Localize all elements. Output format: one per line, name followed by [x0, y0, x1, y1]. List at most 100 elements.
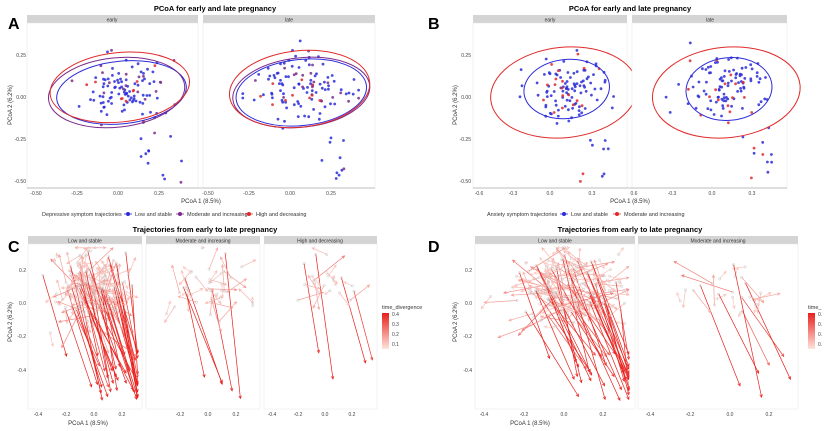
start-point: [100, 301, 104, 305]
trajectory-arrow: [563, 302, 585, 323]
arrow-head: [738, 313, 742, 318]
trajectory-arrow: [76, 309, 109, 397]
data-point: [554, 103, 558, 107]
data-point: [275, 72, 279, 75]
trajectory-arrow: [536, 265, 593, 376]
legend-title: time_divergence: [382, 305, 422, 311]
arrow-head: [201, 246, 206, 250]
start-point: [576, 259, 579, 263]
trajectory-arrow: [568, 285, 616, 354]
data-point: [135, 80, 139, 83]
trajectory-arrow: [182, 266, 192, 273]
data-point: [136, 62, 140, 66]
data-point: [739, 87, 742, 90]
data-point: [117, 81, 120, 84]
data-point: [330, 74, 334, 77]
data-point: [563, 104, 567, 108]
arrow-head: [566, 308, 570, 313]
data-point: [600, 174, 604, 178]
arrow-head: [530, 272, 534, 277]
data-point: [706, 65, 710, 69]
arrow-head: [777, 292, 781, 296]
trajectory-arrow: [125, 293, 134, 300]
data-point: [720, 97, 724, 101]
arrow-head: [503, 290, 507, 295]
data-point: [128, 90, 132, 93]
start-point: [561, 299, 565, 302]
data-point: [589, 81, 593, 85]
arrow-head: [626, 387, 631, 392]
data-point: [573, 85, 577, 89]
data-point: [344, 92, 348, 96]
data-point: [575, 49, 579, 52]
arrow-head: [579, 379, 583, 384]
data-point: [567, 119, 571, 123]
start-point: [70, 305, 74, 309]
data-point: [279, 78, 282, 82]
data-point: [147, 149, 151, 153]
arrow-head: [332, 274, 336, 279]
arrow-head: [517, 332, 522, 336]
arrow-head: [243, 278, 248, 282]
data-point: [111, 67, 114, 70]
data-point: [241, 96, 245, 100]
data-point: [102, 105, 106, 109]
data-point: [555, 73, 559, 77]
start-point: [79, 306, 83, 310]
data-point: [687, 87, 690, 91]
trajectory-arrow: [127, 257, 136, 276]
start-point: [537, 291, 541, 295]
data-point: [555, 122, 559, 125]
panel-title: Trajectories from early to late pregnanc…: [133, 225, 278, 234]
start-point: [303, 283, 307, 286]
start-point: [251, 301, 255, 304]
arrow-head: [105, 393, 109, 398]
data-point: [92, 98, 96, 102]
trajectory-arrow: [745, 283, 791, 380]
facet-label: Moderate and increasing: [175, 239, 230, 245]
trajectory-arrow: [186, 288, 193, 299]
trajectory-arrow: [539, 257, 547, 268]
start-point: [69, 296, 73, 299]
data-point: [259, 94, 262, 98]
trajectory-arrow: [219, 301, 237, 322]
arrow-head: [343, 281, 347, 285]
arrow-head: [98, 389, 102, 394]
data-point: [761, 153, 765, 156]
panel-title: PCoA for early and late pregnancy: [154, 4, 277, 13]
start-point: [64, 281, 68, 285]
data-point: [119, 77, 122, 81]
trajectory-arrow: [45, 293, 57, 303]
arrow-head: [134, 295, 139, 299]
legend-value: 0.: [818, 322, 822, 328]
data-point: [706, 107, 710, 110]
data-point: [536, 93, 540, 97]
trajectory-arrow: [208, 270, 218, 283]
data-point: [141, 102, 145, 105]
start-point: [739, 311, 743, 314]
arrow-head: [732, 305, 736, 310]
data-point: [326, 76, 330, 79]
trajectory-arrow: [83, 254, 87, 269]
start-point: [69, 265, 73, 269]
start-point: [536, 289, 539, 293]
trajectory-arrow: [578, 248, 581, 267]
trajectory-arrow: [528, 284, 552, 296]
data-point: [737, 81, 740, 84]
data-point: [141, 79, 144, 82]
trajectory-arrow: [754, 304, 756, 313]
data-point: [559, 76, 562, 79]
data-point: [299, 104, 303, 108]
data-point: [70, 79, 74, 83]
panel-c: C Trajectories from early to late pregna…: [8, 225, 422, 427]
arrow-head: [67, 288, 71, 293]
x-tick-label: -0.4: [268, 412, 277, 418]
trajectory-arrow: [749, 296, 761, 302]
data-point: [581, 172, 585, 176]
start-point: [106, 255, 110, 259]
trajectory-arrow: [568, 262, 588, 280]
start-point: [121, 281, 124, 285]
data-point: [688, 59, 692, 63]
data-point: [603, 139, 607, 142]
trajectory-arrow: [343, 281, 353, 287]
